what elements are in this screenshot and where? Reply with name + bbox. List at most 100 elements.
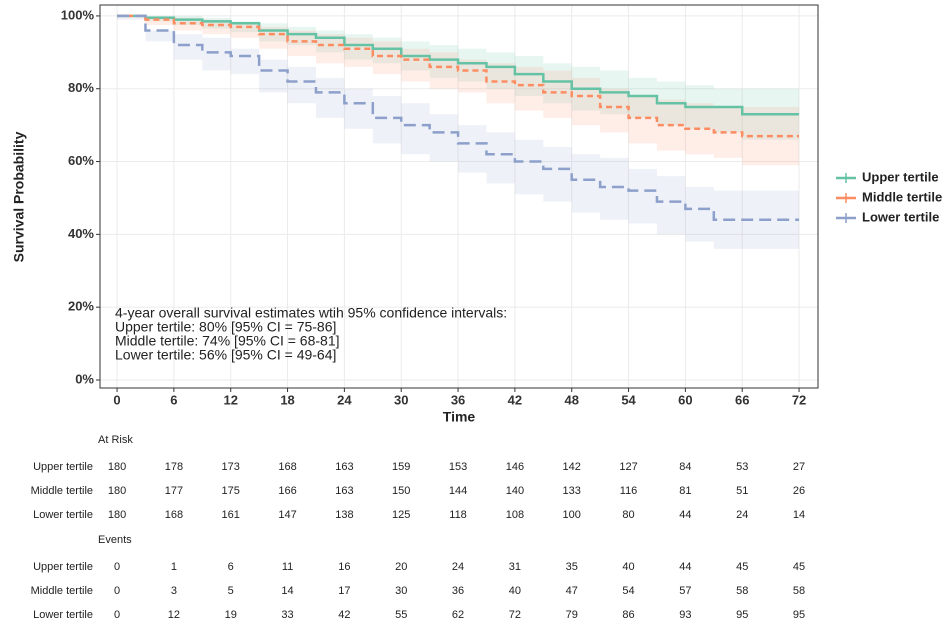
- table-cell: 62: [452, 609, 464, 621]
- table-cell: 140: [506, 485, 524, 497]
- x-tick-label: 6: [170, 392, 177, 407]
- table-cell: 173: [222, 461, 240, 473]
- survival-curve: [117, 14, 800, 138]
- table-cell: 14: [793, 509, 805, 521]
- table-cell: 80: [622, 509, 634, 521]
- table-cell: 133: [563, 485, 581, 497]
- table-cell: 31: [509, 561, 521, 573]
- y-tick-label: 0%: [75, 371, 94, 386]
- y-tick-label: 20%: [68, 299, 94, 314]
- table-cell: 108: [506, 509, 524, 521]
- table-cell: 45: [793, 561, 805, 573]
- table-cell: 11: [282, 561, 293, 573]
- confidence-band: [117, 15, 800, 166]
- table-cell: 95: [793, 609, 805, 621]
- legend-label: Upper tertile: [862, 169, 939, 184]
- table-cell: 40: [509, 585, 521, 597]
- survival-curve: [117, 14, 800, 116]
- y-tick-label: 60%: [68, 153, 94, 168]
- table-cell: 53: [736, 461, 748, 473]
- table-cell: 42: [338, 609, 350, 621]
- table-cell: 24: [452, 561, 464, 573]
- x-tick-label: 48: [564, 392, 578, 407]
- table-cell: 163: [335, 485, 353, 497]
- legend-label: Lower tertile: [862, 209, 939, 224]
- annotation: 4-year overall survival estimates wtih 9…: [115, 305, 507, 321]
- survival-curve: [117, 14, 800, 222]
- table-title: Events: [98, 534, 132, 546]
- table-cell: 153: [449, 461, 467, 473]
- table-cell: 36: [452, 585, 464, 597]
- table-cell: 47: [566, 585, 578, 597]
- table-cell: 150: [392, 485, 410, 497]
- table-cell: 30: [395, 585, 407, 597]
- table-cell: 27: [793, 461, 805, 473]
- x-tick-label: 54: [621, 392, 636, 407]
- table-cell: 44: [679, 561, 691, 573]
- annotation: Middle tertile: 74% [95% CI = 68-81]: [115, 333, 340, 349]
- table-cell: 93: [679, 609, 691, 621]
- y-tick-label: 40%: [68, 226, 94, 241]
- table-cell: 159: [392, 461, 410, 473]
- annotation: Lower tertile: 56% [95% CI = 49-64]: [115, 347, 336, 363]
- table-cell: 166: [278, 485, 296, 497]
- y-axis-title: Survival Probability: [11, 131, 27, 262]
- x-tick-label: 36: [451, 392, 465, 407]
- table-cell: 72: [509, 609, 521, 621]
- x-tick-label: 30: [394, 392, 408, 407]
- x-tick-label: 66: [735, 392, 749, 407]
- table-cell: 81: [679, 485, 691, 497]
- row-label: Middle tertile: [31, 485, 93, 497]
- table-cell: 12: [168, 609, 180, 621]
- table-cell: 26: [793, 485, 805, 497]
- table-cell: 163: [335, 461, 353, 473]
- table-cell: 175: [222, 485, 240, 497]
- table-cell: 44: [679, 509, 691, 521]
- table-cell: 45: [736, 561, 748, 573]
- row-label: Upper tertile: [33, 561, 93, 573]
- table-cell: 3: [171, 585, 177, 597]
- table-cell: 19: [225, 609, 237, 621]
- table-cell: 0: [114, 609, 120, 621]
- y-tick-label: 100%: [61, 7, 95, 22]
- row-label: Lower tertile: [33, 609, 93, 621]
- table-cell: 58: [736, 585, 748, 597]
- table-cell: 16: [338, 561, 350, 573]
- x-tick-label: 12: [223, 392, 237, 407]
- table-cell: 142: [563, 461, 581, 473]
- table-cell: 84: [679, 461, 691, 473]
- table-cell: 0: [114, 561, 120, 573]
- table-cell: 17: [338, 585, 350, 597]
- table-cell: 1: [171, 561, 177, 573]
- table-cell: 100: [563, 509, 581, 521]
- table-cell: 168: [278, 461, 296, 473]
- table-cell: 5: [228, 585, 234, 597]
- table-cell: 58: [793, 585, 805, 597]
- table-cell: 35: [566, 561, 578, 573]
- table-cell: 168: [165, 509, 183, 521]
- table-cell: 79: [566, 609, 578, 621]
- table-cell: 147: [278, 509, 296, 521]
- table-cell: 86: [622, 609, 634, 621]
- table-cell: 14: [281, 585, 293, 597]
- table-cell: 180: [108, 509, 126, 521]
- table-cell: 95: [736, 609, 748, 621]
- table-cell: 138: [335, 509, 353, 521]
- table-cell: 180: [108, 461, 126, 473]
- table-cell: 40: [622, 561, 634, 573]
- x-tick-label: 0: [113, 392, 120, 407]
- x-axis-title: Time: [443, 409, 476, 425]
- x-tick-label: 18: [280, 392, 294, 407]
- row-label: Middle tertile: [31, 585, 93, 597]
- row-label: Lower tertile: [33, 509, 93, 521]
- table-cell: 144: [449, 485, 467, 497]
- y-tick-label: 80%: [68, 80, 94, 95]
- table-cell: 57: [679, 585, 691, 597]
- table-cell: 24: [736, 509, 748, 521]
- table-cell: 177: [165, 485, 183, 497]
- table-cell: 33: [281, 609, 293, 621]
- table-title: At Risk: [98, 434, 133, 446]
- table-cell: 0: [114, 585, 120, 597]
- table-cell: 54: [622, 585, 634, 597]
